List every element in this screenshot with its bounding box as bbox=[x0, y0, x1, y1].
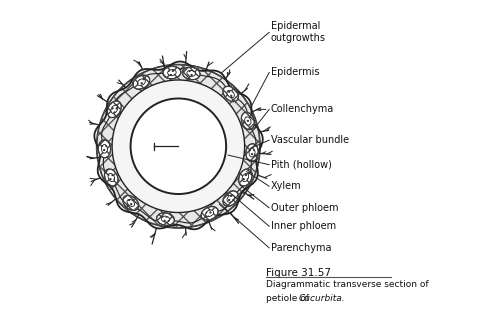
Text: Figure 31.57: Figure 31.57 bbox=[266, 268, 331, 278]
Ellipse shape bbox=[108, 101, 121, 118]
Text: Outer phloem: Outer phloem bbox=[271, 203, 338, 213]
Text: Cucurbita.: Cucurbita. bbox=[298, 294, 345, 303]
Text: Inner phloem: Inner phloem bbox=[271, 221, 336, 231]
Ellipse shape bbox=[246, 144, 258, 162]
Ellipse shape bbox=[223, 191, 239, 206]
Ellipse shape bbox=[123, 196, 139, 210]
Ellipse shape bbox=[163, 66, 181, 79]
Ellipse shape bbox=[227, 90, 234, 98]
Text: petiole of: petiole of bbox=[266, 294, 312, 303]
Ellipse shape bbox=[105, 169, 118, 186]
Text: Epidermis: Epidermis bbox=[271, 67, 319, 77]
Text: Diagrammatic transverse section of: Diagrammatic transverse section of bbox=[266, 280, 429, 289]
Ellipse shape bbox=[156, 213, 174, 225]
Ellipse shape bbox=[168, 70, 176, 76]
Text: Parenchyma: Parenchyma bbox=[271, 243, 331, 253]
Ellipse shape bbox=[101, 145, 108, 153]
Ellipse shape bbox=[241, 112, 254, 130]
Ellipse shape bbox=[161, 216, 170, 222]
Ellipse shape bbox=[242, 174, 249, 182]
Ellipse shape bbox=[201, 207, 218, 220]
Ellipse shape bbox=[182, 67, 200, 80]
Text: Vascular bundle: Vascular bundle bbox=[271, 135, 349, 145]
Ellipse shape bbox=[133, 75, 150, 89]
Ellipse shape bbox=[137, 79, 145, 86]
Text: Pith (hollow): Pith (hollow) bbox=[271, 160, 332, 170]
Ellipse shape bbox=[249, 148, 255, 157]
Text: Xylem: Xylem bbox=[271, 181, 301, 191]
Ellipse shape bbox=[111, 105, 118, 113]
Ellipse shape bbox=[245, 117, 251, 125]
Circle shape bbox=[112, 80, 245, 212]
Ellipse shape bbox=[239, 169, 252, 186]
Circle shape bbox=[131, 99, 226, 194]
Ellipse shape bbox=[223, 86, 239, 102]
Text: Epidermal
outgrowths: Epidermal outgrowths bbox=[271, 21, 326, 43]
Ellipse shape bbox=[108, 174, 115, 182]
Ellipse shape bbox=[127, 199, 134, 207]
Ellipse shape bbox=[98, 140, 110, 158]
Ellipse shape bbox=[187, 70, 195, 77]
Ellipse shape bbox=[205, 210, 214, 216]
Text: Collenchyma: Collenchyma bbox=[271, 104, 334, 114]
Ellipse shape bbox=[227, 195, 234, 202]
Circle shape bbox=[96, 65, 260, 228]
